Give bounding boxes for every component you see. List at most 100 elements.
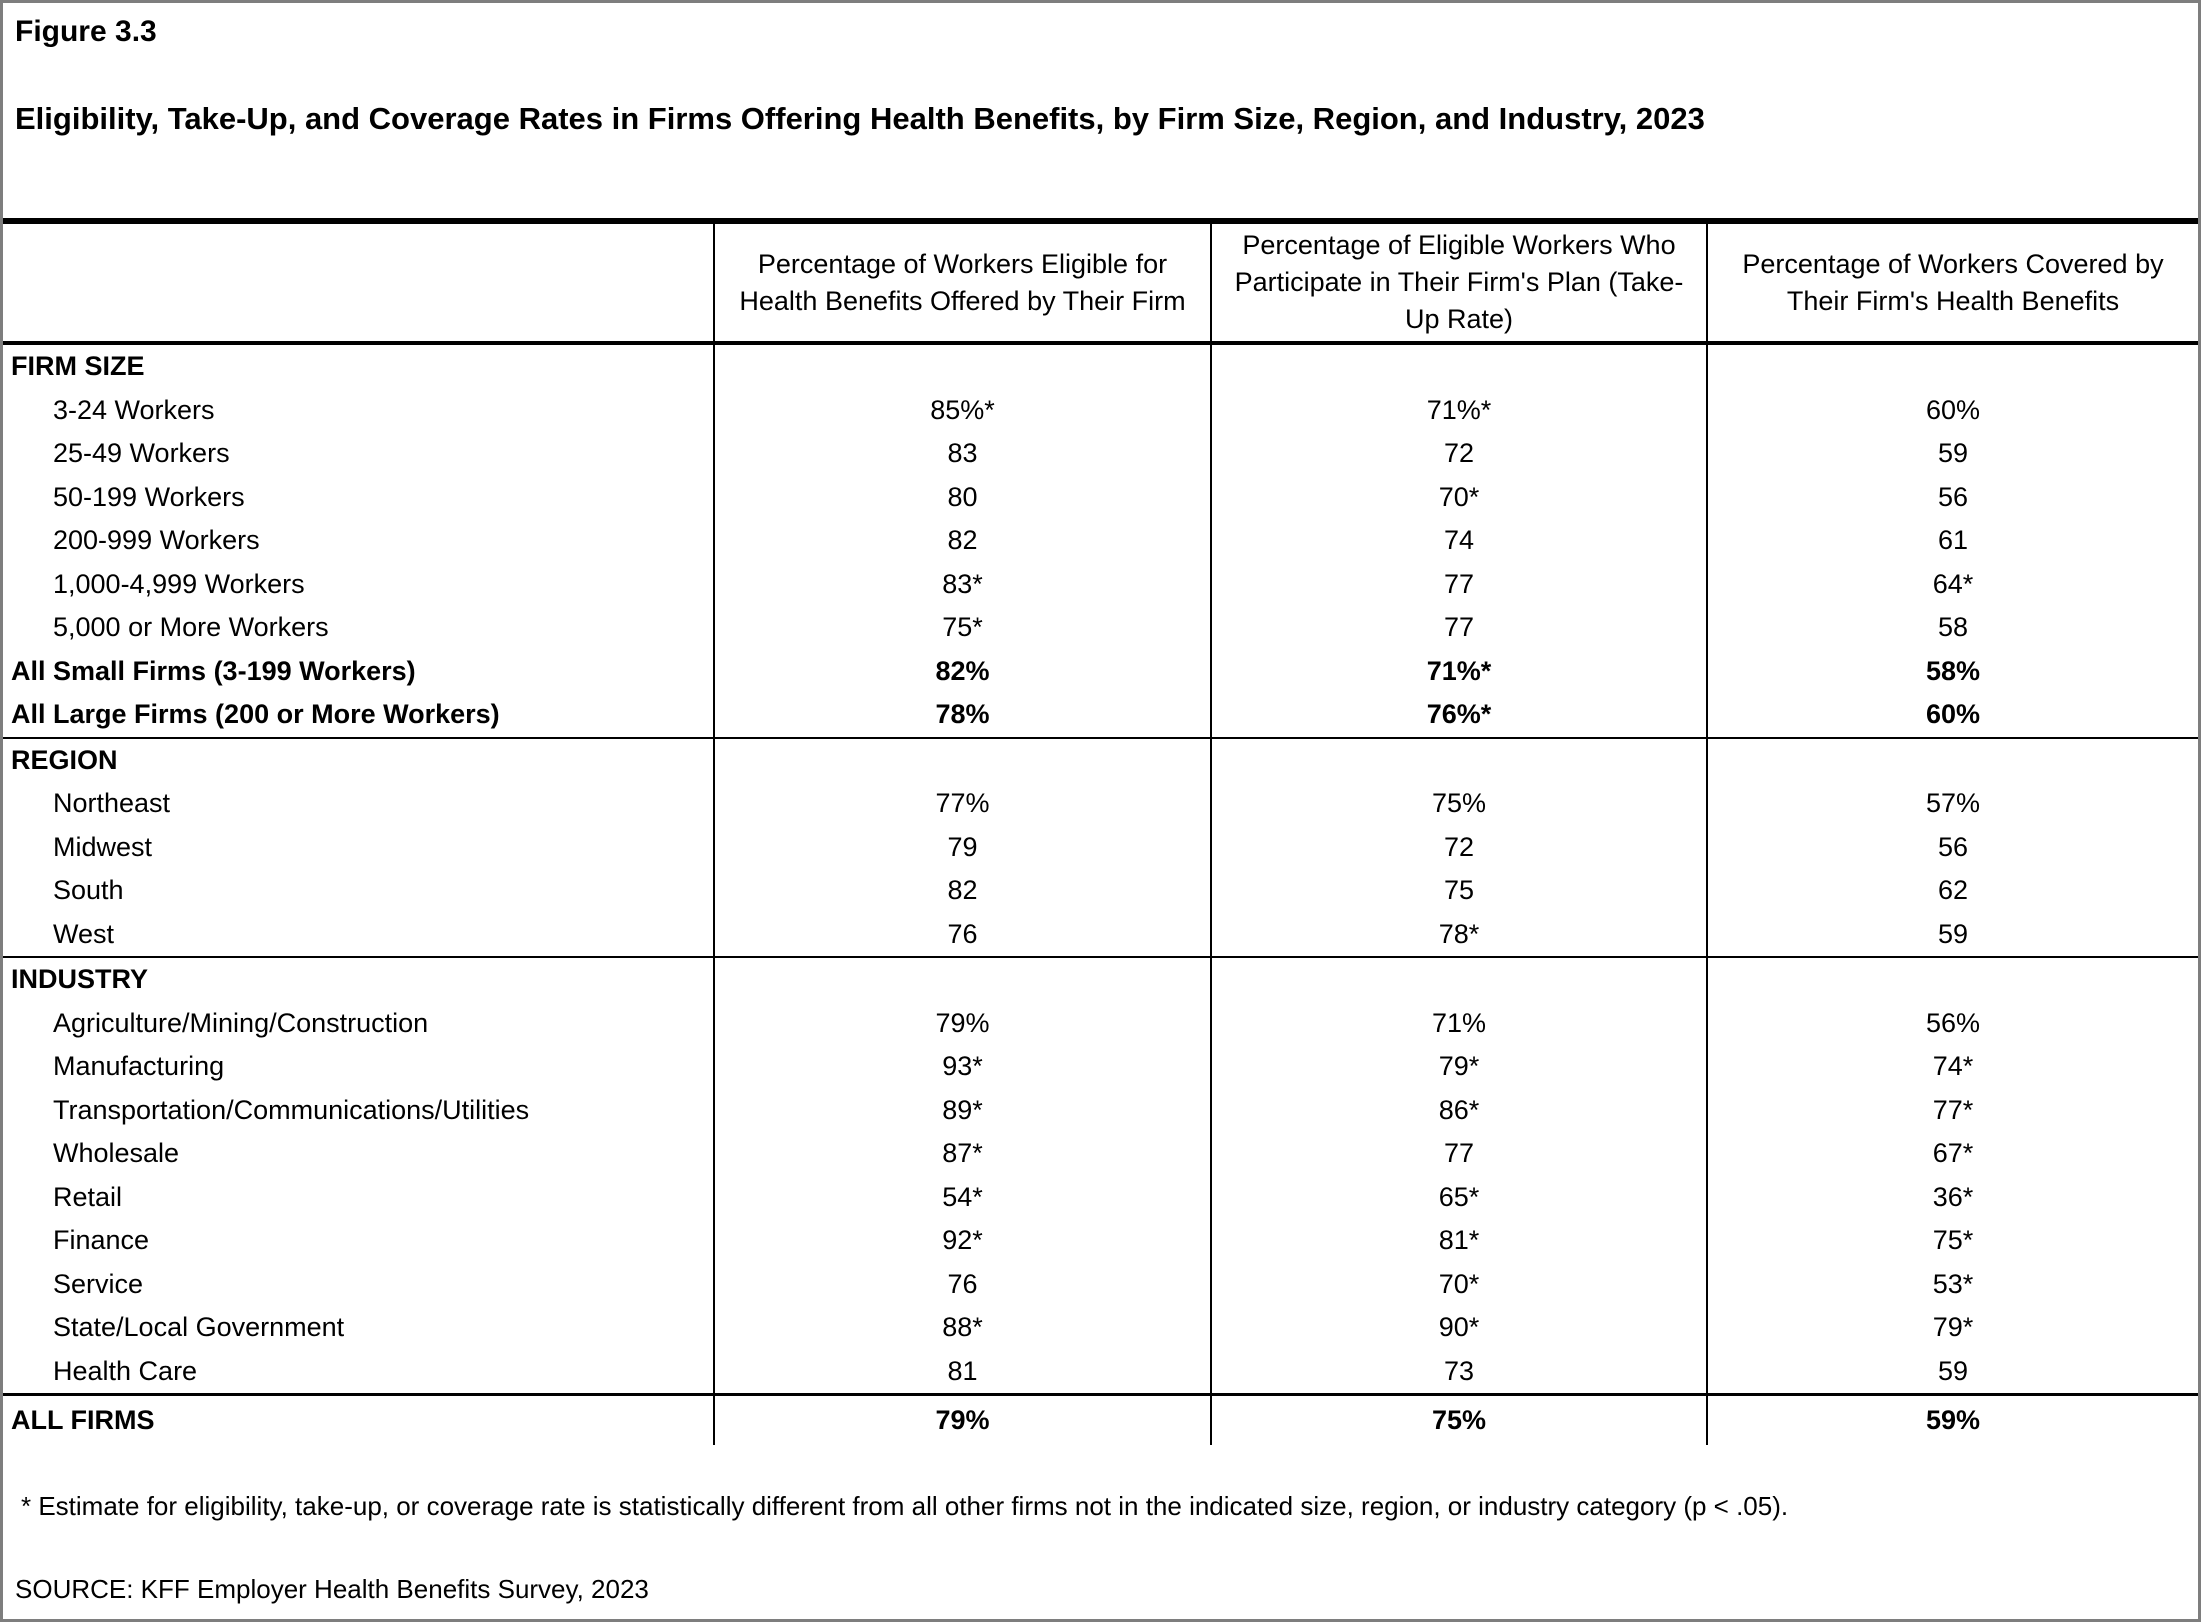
row-label: 1,000-4,999 Workers [53,568,305,599]
row-value: 77 [1210,1132,1706,1176]
row-value: 75% [1210,1396,1706,1445]
row-value: 73 [1210,1349,1706,1393]
source-line: SOURCE: KFF Employer Health Benefits Sur… [15,1574,649,1604]
table-row: 1,000-4,999 Workers 83* 77 64* [3,562,2198,606]
row-value: 53* [1706,1262,2198,1306]
row-value: 82 [713,869,1210,913]
row-value: 75* [713,606,1210,650]
row-label: West [53,918,115,949]
all-firms-row: ALL FIRMS 79% 75% 59% [3,1393,2198,1445]
row-value [713,738,1210,782]
row-value: 74* [1706,1045,2198,1089]
row-value: 83 [713,432,1210,476]
row-value: 81 [713,1349,1210,1393]
table-row: South 82 75 62 [3,869,2198,913]
table-section: REGION Northeast 77% 75% 57% Midwest 79 72 56 Sou… [3,736,2198,956]
table-row: Manufacturing 93* 79* 74* [3,1045,2198,1089]
row-label: ALL FIRMS [11,1405,155,1435]
row-label: Transportation/Communications/Utilities [53,1094,530,1125]
table-row: Transportation/Communications/Utilities 8… [3,1088,2198,1132]
row-value: 62 [1706,869,2198,913]
header-empty-cell [3,224,713,341]
row-value: 71%* [1210,388,1706,432]
row-value: 87* [713,1132,1210,1176]
row-label: All Small Firms (3-199 Workers) [11,655,416,686]
table-row: 50-199 Workers 80 70* 56 [3,475,2198,519]
row-value: 60% [1706,388,2198,432]
row-label: Retail [53,1181,123,1212]
section-header-label: INDUSTRY [11,964,149,995]
row-value: 92* [713,1219,1210,1263]
table-row: Northeast 77% 75% 57% [3,782,2198,826]
row-value: 75% [1210,782,1706,826]
row-value: 79% [713,1396,1210,1445]
row-label: 5,000 or More Workers [53,612,329,643]
row-value [713,958,1210,1002]
row-label: 200-999 Workers [53,525,260,556]
row-value: 70* [1210,475,1706,519]
table-header-row: Percentage of Workers Eligible for Healt… [3,224,2198,345]
row-value: 86* [1210,1088,1706,1132]
table-row: Health Care 81 73 59 [3,1349,2198,1393]
row-value: 78% [713,693,1210,737]
section-header-label: REGION [11,744,118,775]
row-label: South [53,875,124,906]
row-label: Northeast [53,788,171,819]
row-value [1706,738,2198,782]
row-label: Health Care [53,1355,198,1386]
row-value: 56 [1706,825,2198,869]
row-value: 79% [713,1001,1210,1045]
table-row: Retail 54* 65* 36* [3,1175,2198,1219]
row-label: Agriculture/Mining/Construction [53,1007,429,1038]
table-row: 5,000 or More Workers 75* 77 58 [3,606,2198,650]
row-value: 59 [1706,432,2198,476]
row-value: 77* [1706,1088,2198,1132]
row-value: 88* [713,1306,1210,1350]
row-value: 56% [1706,1001,2198,1045]
row-value: 82% [713,649,1210,693]
figure-title: Eligibility, Take-Up, and Coverage Rates… [15,101,1705,136]
title-block: Figure 3.3 Eligibility, Take-Up, and Cov… [3,3,2198,218]
header-takeup-column: Percentage of Eligible Workers Who Parti… [1210,224,1706,341]
row-value: 59 [1706,1349,2198,1393]
row-value: 70* [1210,1262,1706,1306]
row-value [1210,958,1706,1002]
row-label: Manufacturing [53,1051,225,1082]
figure-label: Figure 3.3 [15,15,157,48]
row-label: Finance [53,1225,150,1256]
row-label: Service [53,1268,144,1299]
row-value: 59 [1706,912,2198,956]
table-row: All Small Firms (3-199 Workers) 82% 71%* 58… [3,649,2198,693]
row-value: 75 [1210,869,1706,913]
table-body: FIRM SIZE 3-24 Workers 85%* 71%* 60% 25-49 Wo… [3,345,2198,1445]
row-value: 75* [1706,1219,2198,1263]
row-value: 77 [1210,562,1706,606]
row-label: All Large Firms (200 or More Workers) [11,699,500,730]
section-header-row: FIRM SIZE [3,345,2198,389]
row-value: 77 [1210,606,1706,650]
table-row: Agriculture/Mining/Construction 79% 71% 56% [3,1001,2198,1045]
row-value: 72 [1210,825,1706,869]
row-value: 58% [1706,649,2198,693]
row-value: 71%* [1210,649,1706,693]
row-value [1706,958,2198,1002]
row-label: State/Local Government [53,1312,345,1343]
row-value: 83* [713,562,1210,606]
row-value: 65* [1210,1175,1706,1219]
row-value: 79 [713,825,1210,869]
row-value: 61 [1706,519,2198,563]
row-label: 3-24 Workers [53,394,215,425]
row-value: 90* [1210,1306,1706,1350]
table-row: State/Local Government 88* 90* 79* [3,1306,2198,1350]
row-value [1210,738,1706,782]
table-row: All Large Firms (200 or More Workers) 78%… [3,693,2198,737]
row-value: 79* [1210,1045,1706,1089]
row-value: 56 [1706,475,2198,519]
section-header-row: INDUSTRY [3,958,2198,1002]
row-value: 80 [713,475,1210,519]
row-value: 36* [1706,1175,2198,1219]
row-value: 71% [1210,1001,1706,1045]
table-row: West 76 78* 59 [3,912,2198,956]
row-value: 81* [1210,1219,1706,1263]
